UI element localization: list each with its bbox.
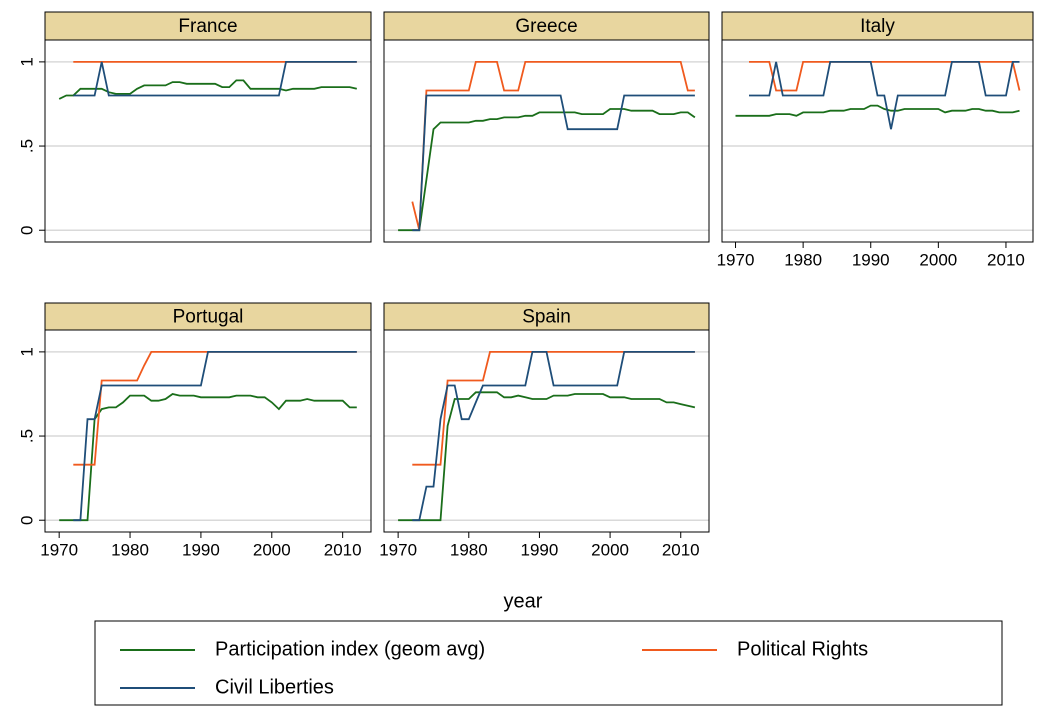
x-tick-label: 2010 (662, 540, 700, 559)
x-tick-label: 2000 (253, 540, 291, 559)
series-line (411, 61, 695, 231)
x-tick-label: 1990 (182, 540, 220, 559)
x-axis-title: year (504, 590, 543, 612)
legend-label: Civil Liberties (215, 676, 334, 698)
legend-box (94, 620, 1003, 706)
x-tick-label: 2000 (591, 540, 629, 559)
y-tick-label: 0 (17, 515, 36, 524)
plot-frame (721, 39, 1034, 243)
x-tick-label: 1980 (784, 250, 822, 269)
x-tick-label: 2000 (919, 250, 957, 269)
series-line (412, 351, 695, 466)
x-tick-label: 1980 (111, 540, 149, 559)
x-tick-label: 1990 (521, 540, 559, 559)
y-tick-label: 1 (17, 57, 36, 66)
series-line (749, 61, 1020, 130)
y-tick-label: 1 (17, 347, 36, 356)
series-line (59, 393, 357, 522)
plot-frame (44, 39, 372, 243)
x-tick-label: 2010 (324, 540, 362, 559)
series-line (412, 351, 695, 522)
series-line (398, 108, 696, 232)
plot-frame (383, 39, 710, 243)
legend-label: Political Rights (737, 638, 868, 660)
panel-title: Italy (860, 16, 895, 37)
panel-header (383, 302, 710, 331)
panel-header (721, 11, 1034, 41)
y-tick-label: .5 (17, 139, 36, 153)
x-tick-label: 1970 (40, 540, 78, 559)
panel-header (44, 302, 372, 331)
panel-header (44, 11, 372, 41)
panel-title: Spain (522, 307, 571, 328)
x-tick-label: 1970 (717, 250, 755, 269)
series-line (73, 61, 357, 97)
x-tick-label: 2010 (987, 250, 1025, 269)
series-line (735, 104, 1020, 117)
series-line (412, 94, 695, 232)
panel-header (383, 11, 710, 41)
panel-title: France (178, 16, 237, 37)
x-tick-label: 1980 (450, 540, 488, 559)
panel-title: Portugal (173, 307, 244, 328)
y-tick-label: .5 (17, 429, 36, 443)
x-tick-label: 1990 (852, 250, 890, 269)
panel-title: Greece (515, 16, 577, 37)
legend-label: Participation index (geom avg) (215, 638, 485, 660)
plot-frame (383, 329, 710, 533)
series-line (398, 391, 696, 522)
x-tick-label: 1970 (379, 540, 417, 559)
plot-frame (44, 329, 372, 533)
series-line (73, 351, 357, 522)
y-tick-label: 0 (17, 225, 36, 234)
